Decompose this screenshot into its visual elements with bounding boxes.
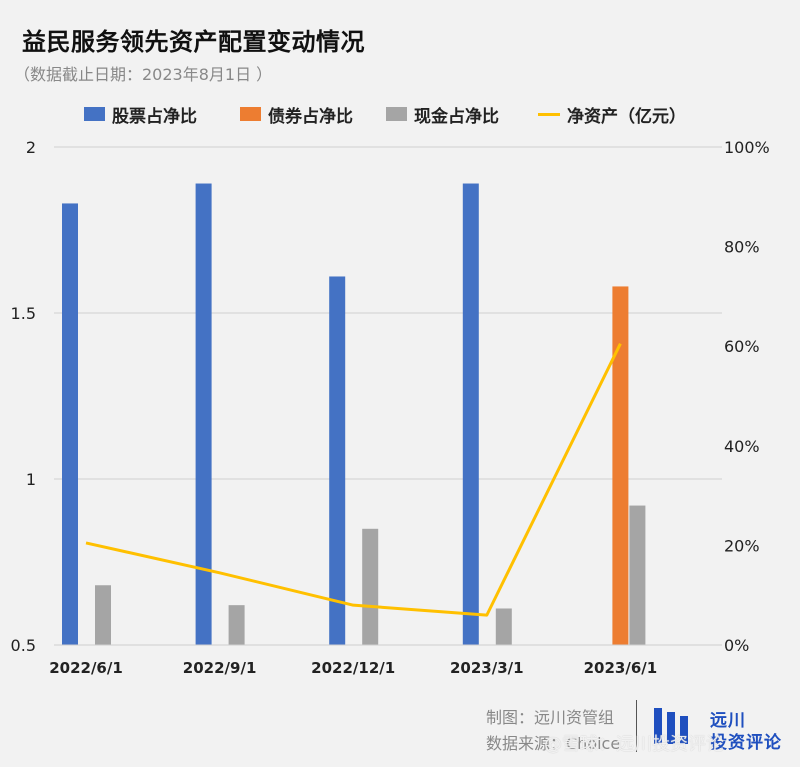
bar-2-2 (362, 528, 379, 645)
bar-0-2 (329, 276, 346, 645)
y-left-tick-label: 1.5 (11, 304, 36, 323)
chart-title: 益民服务领先资产配置变动情况 (22, 28, 365, 56)
y-right-tick-label: 40% (724, 437, 760, 456)
bar-2-1 (228, 605, 245, 645)
x-tick-label: 2023/3/1 (450, 659, 524, 677)
credit-source: 数据来源：Choice (486, 734, 621, 753)
legend-label-cash: 现金占净比 (414, 106, 499, 127)
legend-swatch-cash (386, 107, 407, 121)
legend-label-stock: 股票占净比 (112, 106, 197, 127)
legend-label-net-assets: 净资产（亿元） (567, 106, 686, 127)
legend-item-stock: 股票占净比 (84, 100, 197, 128)
x-tick-label: 2022/9/1 (183, 659, 257, 677)
bar-0-1 (195, 183, 212, 645)
x-tick-label: 2022/12/1 (311, 659, 395, 677)
legend: 股票占净比 债券占净比 现金占净比 净资产（亿元） (0, 100, 800, 128)
legend-item-cash: 现金占净比 (386, 100, 499, 128)
y-right-tick-label: 60% (724, 337, 760, 356)
y-right-tick-label: 80% (724, 238, 760, 257)
credit-maker: 制图：远川资管组 (486, 708, 615, 727)
brand-logo-icon (654, 708, 688, 744)
watermark: @雪球：远川投资评论 (544, 734, 724, 755)
bar-1-4 (612, 286, 629, 645)
legend-label-bond: 债券占净比 (268, 106, 353, 127)
y-right-tick-label: 0% (724, 636, 749, 655)
footer-divider (636, 700, 637, 752)
y-left-tick-label: 2 (26, 138, 36, 157)
y-right-tick-label: 20% (724, 536, 760, 555)
brand-subtitle: 投资评论 (710, 733, 782, 753)
y-left-tick-label: 0.5 (11, 636, 36, 655)
bar-2-3 (495, 608, 512, 645)
bar-0-0 (62, 203, 78, 645)
y-left-tick-label: 1 (26, 470, 36, 489)
x-tick-label: 2023/6/1 (584, 659, 658, 677)
legend-swatch-net-assets (538, 112, 560, 116)
legend-swatch-stock (84, 107, 105, 121)
brand-name: 远川 (710, 711, 746, 731)
net-assets-line (85, 343, 622, 617)
bar-2-4 (629, 505, 646, 645)
legend-item-net-assets: 净资产（亿元） (538, 100, 686, 128)
y-right-tick-label: 100% (724, 138, 770, 157)
legend-swatch-bond (240, 107, 261, 121)
x-tick-label: 2022/6/1 (49, 659, 123, 677)
bar-2-0 (95, 585, 111, 645)
legend-item-bond: 债券占净比 (240, 100, 353, 128)
bar-0-3 (462, 183, 479, 645)
chart-subtitle: （数据截止日期：2023年8月1日 ） (14, 65, 273, 84)
